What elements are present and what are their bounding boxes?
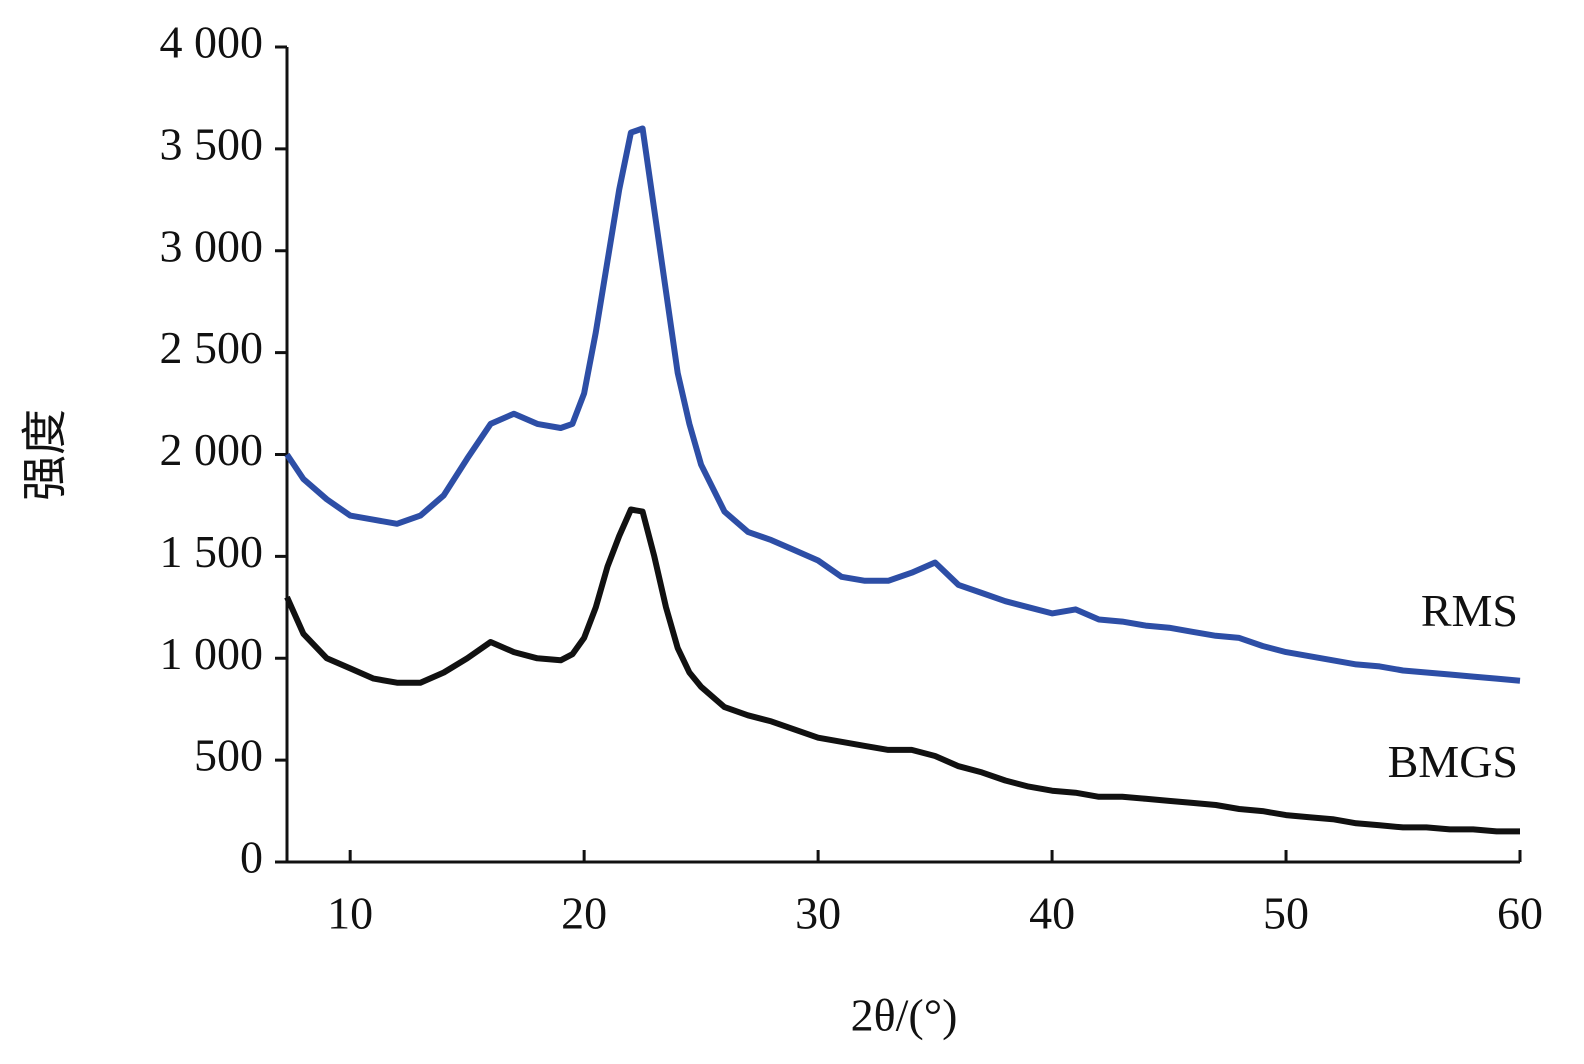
x-tick-label: 20 <box>561 888 607 939</box>
y-axis-label: 强度 <box>20 409 71 501</box>
y-tick-label: 2 000 <box>160 424 264 475</box>
x-tick-label: 30 <box>795 888 841 939</box>
series-label: RMS <box>1421 585 1518 636</box>
y-tick-label: 3 000 <box>160 220 264 271</box>
y-tick-label: 1 500 <box>160 526 264 577</box>
series-line <box>284 506 1520 835</box>
x-tick-label: 60 <box>1497 888 1543 939</box>
x-tick-label: 10 <box>327 888 373 939</box>
x-tick-label: 50 <box>1263 888 1309 939</box>
x-tick-label: 40 <box>1029 888 1075 939</box>
y-tick-label: 2 500 <box>160 322 264 373</box>
y-tick-label: 500 <box>194 730 263 781</box>
series-label: BMGS <box>1388 736 1518 787</box>
y-tick-label: 0 <box>240 832 263 883</box>
y-tick-label: 3 500 <box>160 118 264 169</box>
y-tick-label: 4 000 <box>160 17 264 68</box>
y-tick-label: 1 000 <box>160 628 264 679</box>
x-axis-label: 2θ/(°) <box>851 990 958 1041</box>
series-line <box>284 125 1521 684</box>
